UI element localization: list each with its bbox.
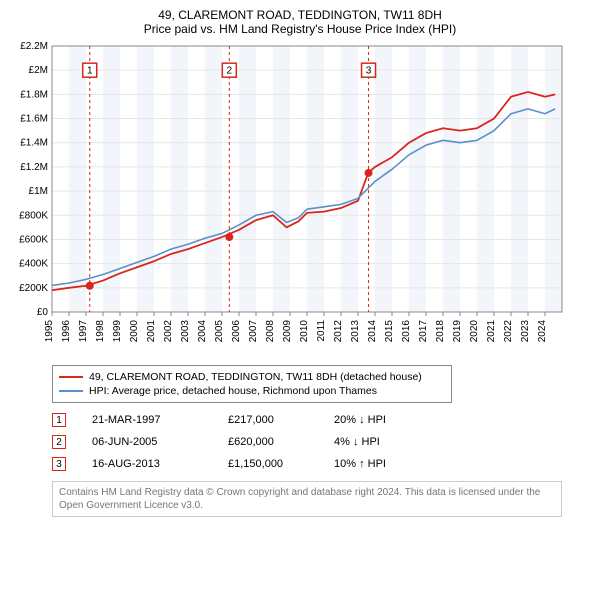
legend-swatch (59, 390, 83, 392)
chart-title: 49, CLAREMONT ROAD, TEDDINGTON, TW11 8DH (10, 8, 590, 22)
svg-text:2017: 2017 (418, 320, 429, 343)
svg-text:£1.4M: £1.4M (20, 138, 48, 149)
svg-text:£1.8M: £1.8M (20, 89, 48, 100)
svg-text:2014: 2014 (367, 320, 378, 343)
event-marker: 3 (52, 457, 66, 471)
svg-text:£2.2M: £2.2M (20, 42, 48, 52)
svg-text:2022: 2022 (503, 320, 514, 343)
svg-text:1996: 1996 (61, 320, 72, 343)
svg-text:£2M: £2M (29, 65, 48, 76)
event-date: 06-JUN-2005 (92, 436, 202, 448)
svg-text:2009: 2009 (282, 320, 293, 343)
attribution-text: Contains HM Land Registry data © Crown c… (52, 481, 562, 517)
svg-text:2003: 2003 (180, 320, 191, 343)
svg-text:2001: 2001 (146, 320, 157, 343)
legend-label: HPI: Average price, detached house, Rich… (89, 385, 377, 397)
svg-text:2002: 2002 (163, 320, 174, 343)
legend-label: 49, CLAREMONT ROAD, TEDDINGTON, TW11 8DH… (89, 371, 422, 383)
svg-text:2019: 2019 (452, 320, 463, 343)
event-date: 21-MAR-1997 (92, 414, 202, 426)
event-price: £620,000 (228, 436, 308, 448)
svg-text:2023: 2023 (520, 320, 531, 343)
svg-text:2015: 2015 (384, 320, 395, 343)
svg-text:£800K: £800K (19, 210, 48, 221)
svg-text:2005: 2005 (214, 320, 225, 343)
svg-text:2013: 2013 (350, 320, 361, 343)
svg-text:2020: 2020 (469, 320, 480, 343)
event-marker: 2 (52, 435, 66, 449)
svg-text:1998: 1998 (95, 320, 106, 343)
svg-text:2: 2 (227, 66, 233, 77)
svg-text:2000: 2000 (129, 320, 140, 343)
event-marker: 1 (52, 413, 66, 427)
legend-row: HPI: Average price, detached house, Rich… (59, 384, 445, 398)
svg-text:2007: 2007 (248, 320, 259, 343)
svg-text:1999: 1999 (112, 320, 123, 343)
svg-text:£1M: £1M (29, 186, 48, 197)
svg-text:2021: 2021 (486, 320, 497, 343)
svg-text:2024: 2024 (537, 320, 548, 343)
svg-text:£1.6M: £1.6M (20, 114, 48, 125)
svg-text:1: 1 (87, 66, 93, 77)
svg-text:1997: 1997 (78, 320, 89, 343)
svg-text:2016: 2016 (401, 320, 412, 343)
legend-swatch (59, 376, 83, 378)
svg-text:2012: 2012 (333, 320, 344, 343)
line-chart: £0 £200K £400K £600K £800K £1M £1.2M £1.4M £1.6M… (10, 42, 570, 352)
svg-text:£1.2M: £1.2M (20, 162, 48, 173)
svg-text:£200K: £200K (19, 283, 48, 294)
chart-subtitle: Price paid vs. HM Land Registry's House … (10, 22, 590, 36)
svg-text:3: 3 (366, 66, 372, 77)
event-row: 1 21-MAR-1997 £217,000 20% ↓ HPI (52, 409, 590, 431)
event-row: 3 16-AUG-2013 £1,150,000 10% ↑ HPI (52, 453, 590, 475)
svg-text:£0: £0 (37, 307, 49, 318)
event-delta: 20% ↓ HPI (334, 414, 386, 426)
event-delta: 10% ↑ HPI (334, 458, 386, 470)
svg-text:2011: 2011 (316, 320, 327, 342)
event-row: 2 06-JUN-2005 £620,000 4% ↓ HPI (52, 431, 590, 453)
svg-text:2018: 2018 (435, 320, 446, 343)
legend: 49, CLAREMONT ROAD, TEDDINGTON, TW11 8DH… (52, 365, 452, 403)
legend-row: 49, CLAREMONT ROAD, TEDDINGTON, TW11 8DH… (59, 370, 445, 384)
event-price: £217,000 (228, 414, 308, 426)
svg-text:2006: 2006 (231, 320, 242, 343)
svg-text:1995: 1995 (44, 320, 55, 343)
event-price: £1,150,000 (228, 458, 308, 470)
svg-text:£400K: £400K (19, 259, 48, 270)
svg-text:£600K: £600K (19, 234, 48, 245)
svg-text:2010: 2010 (299, 320, 310, 343)
svg-text:2008: 2008 (265, 320, 276, 343)
chart-area: £0 £200K £400K £600K £800K £1M £1.2M £1.4M £1.6M… (10, 42, 590, 357)
event-date: 16-AUG-2013 (92, 458, 202, 470)
events-table: 1 21-MAR-1997 £217,000 20% ↓ HPI 2 06-JUN-200… (52, 409, 590, 475)
event-delta: 4% ↓ HPI (334, 436, 380, 448)
svg-text:2004: 2004 (197, 320, 208, 343)
